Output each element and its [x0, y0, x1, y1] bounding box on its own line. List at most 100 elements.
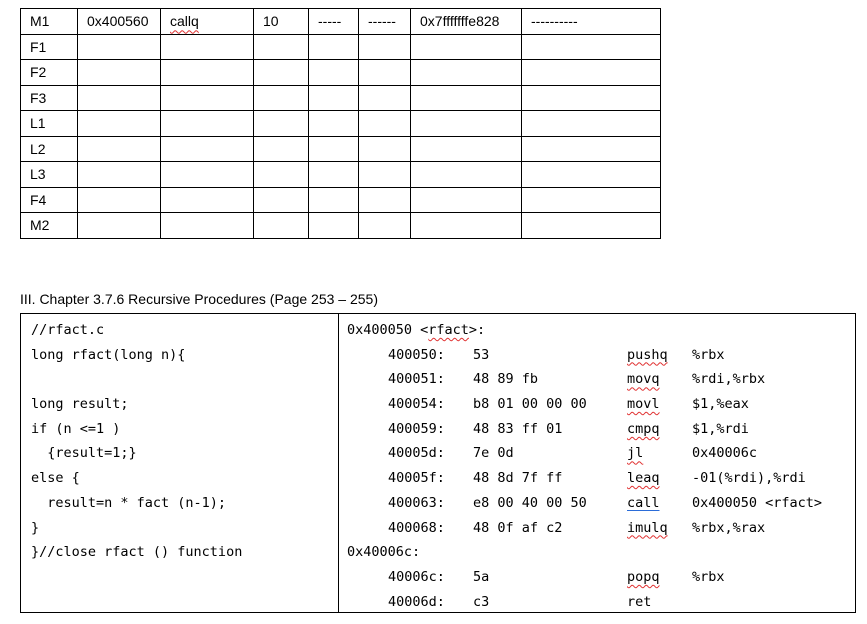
- asm-line: 40006d: c3 ret: [347, 590, 847, 615]
- asm-operands: %rbx: [692, 346, 725, 363]
- column-divider: [338, 314, 339, 612]
- table-cell: ------: [358, 8, 411, 35]
- table-cell: [253, 135, 309, 162]
- asm-mnemonic: imulq: [627, 519, 668, 536]
- asm-line: 400051: 48 89 fb movq %rdi,%rbx: [347, 367, 847, 392]
- row-label-cell: L1: [20, 110, 78, 137]
- asm-bytes: 48 89 fb: [473, 371, 539, 388]
- asm-address: 400059:: [388, 420, 445, 437]
- table-cell: [521, 135, 661, 162]
- table-cell: [253, 110, 309, 137]
- table-cell: [253, 59, 309, 86]
- table-cell: [77, 186, 161, 213]
- table-cell: [253, 212, 309, 239]
- table-cell: [160, 59, 254, 86]
- table-cell: callq: [160, 8, 254, 35]
- table-cell: [77, 59, 161, 86]
- table-cell: [160, 186, 254, 213]
- asm-bytes: 53: [473, 346, 490, 363]
- table-cell: [410, 84, 522, 111]
- asm-bytes: c3: [473, 593, 490, 610]
- table-cell: ----------: [521, 8, 661, 35]
- asm-address: 40006d:: [388, 593, 445, 610]
- asm-line: 40005d: 7e 0d jl 0x40006c: [347, 441, 847, 466]
- asm-address: 400054:: [388, 396, 445, 413]
- asm-operands: $1,%rdi: [692, 420, 749, 437]
- asm-address: 40005f:: [388, 470, 445, 487]
- table-row: F2: [20, 59, 661, 86]
- table-cell: 0x7fffffffe828: [410, 8, 522, 35]
- table-cell: [77, 84, 161, 111]
- table-cell: [358, 161, 411, 188]
- row-label-cell: M1: [20, 8, 78, 35]
- table-cell: [410, 59, 522, 86]
- table-cell: [410, 212, 522, 239]
- asm-label: 0x40006c:: [347, 544, 421, 561]
- asm-address: 400063:: [388, 494, 445, 511]
- asm-address: 40005d:: [388, 445, 445, 462]
- row-label-cell: F3: [20, 84, 78, 111]
- table-cell: 10: [253, 8, 309, 35]
- code-line: //rfact.c: [31, 322, 105, 338]
- asm-operands: %rbx: [692, 568, 725, 585]
- table-cell: [77, 33, 161, 60]
- section-heading: III. Chapter 3.7.6 Recursive Procedures …: [20, 291, 378, 307]
- table-cell: [308, 33, 359, 60]
- table-cell: 0x400560: [77, 8, 161, 35]
- asm-mnemonic: popq: [627, 568, 660, 585]
- asm-line: 40006c: 5a popq %rbx: [347, 565, 847, 590]
- asm-operands: %rdi,%rbx: [692, 371, 766, 388]
- asm-mnemonic: movl: [627, 396, 660, 413]
- row-label-cell: F1: [20, 33, 78, 60]
- row-label-cell: L3: [20, 161, 78, 188]
- table-cell: [253, 161, 309, 188]
- assembly-listing: 0x400050 <rfact>: 400050: 53 pushq %rbx 4000…: [347, 318, 847, 614]
- table-cell: [308, 161, 359, 188]
- table-cell: [160, 161, 254, 188]
- asm-line: 400059: 48 83 ff 01 cmpq $1,%rdi: [347, 417, 847, 442]
- asm-address: 400051:: [388, 371, 445, 388]
- asm-operands: $1,%eax: [692, 396, 749, 413]
- table-row: F1: [20, 33, 661, 60]
- code-table: //rfact.c long rfact(long n){long result;…: [20, 313, 856, 613]
- table-row: F3: [20, 84, 661, 111]
- table-cell: [308, 212, 359, 239]
- code-line: [31, 367, 242, 392]
- asm-operands: 0x400050 <rfact>: [692, 494, 823, 511]
- row-label-cell: F4: [20, 186, 78, 213]
- asm-operands: -01(%rdi),%rdi: [692, 470, 806, 487]
- table-cell: [358, 135, 411, 162]
- code-line: long result;: [31, 396, 129, 413]
- table-cell: [521, 33, 661, 60]
- asm-mnemonic: cmpq: [627, 420, 660, 437]
- table-cell: [160, 135, 254, 162]
- asm-address: 40006c:: [388, 568, 445, 585]
- asm-address: 400068:: [388, 519, 445, 536]
- row-label-cell: M2: [20, 212, 78, 239]
- table-cell: [410, 161, 522, 188]
- trace-table: M1 0x400560 callq 10 ----- ------ 0x7fffffffe8…: [20, 8, 661, 239]
- table-cell: [77, 135, 161, 162]
- code-line: if (n <=1 ): [31, 420, 121, 437]
- asm-address: 400050:: [388, 346, 445, 363]
- table-cell: [160, 212, 254, 239]
- asm-bytes: 48 0f af c2: [473, 519, 563, 536]
- table-cell: [521, 161, 661, 188]
- table-cell: [308, 110, 359, 137]
- table-cell: [410, 186, 522, 213]
- asm-operands: 0x40006c: [692, 445, 758, 462]
- table-cell: [358, 212, 411, 239]
- table-row: M1 0x400560 callq 10 ----- ------ 0x7fffffffe8…: [20, 8, 661, 35]
- table-cell: [77, 161, 161, 188]
- table-cell: [410, 110, 522, 137]
- asm-line: 400068: 48 0f af c2 imulq %rbx,%rax: [347, 516, 847, 541]
- table-cell: [521, 212, 661, 239]
- table-cell: -----: [308, 8, 359, 35]
- table-cell: [253, 84, 309, 111]
- table-row: M2: [20, 212, 661, 239]
- code-line: }//close rfact () function: [31, 544, 243, 561]
- asm-label: 0x400050 <rfact>:: [347, 322, 486, 338]
- table-cell: [410, 33, 522, 60]
- asm-line: 400063: e8 00 40 00 50 call 0x400050 <rfact…: [347, 491, 847, 516]
- asm-bytes: e8 00 40 00 50: [473, 494, 587, 511]
